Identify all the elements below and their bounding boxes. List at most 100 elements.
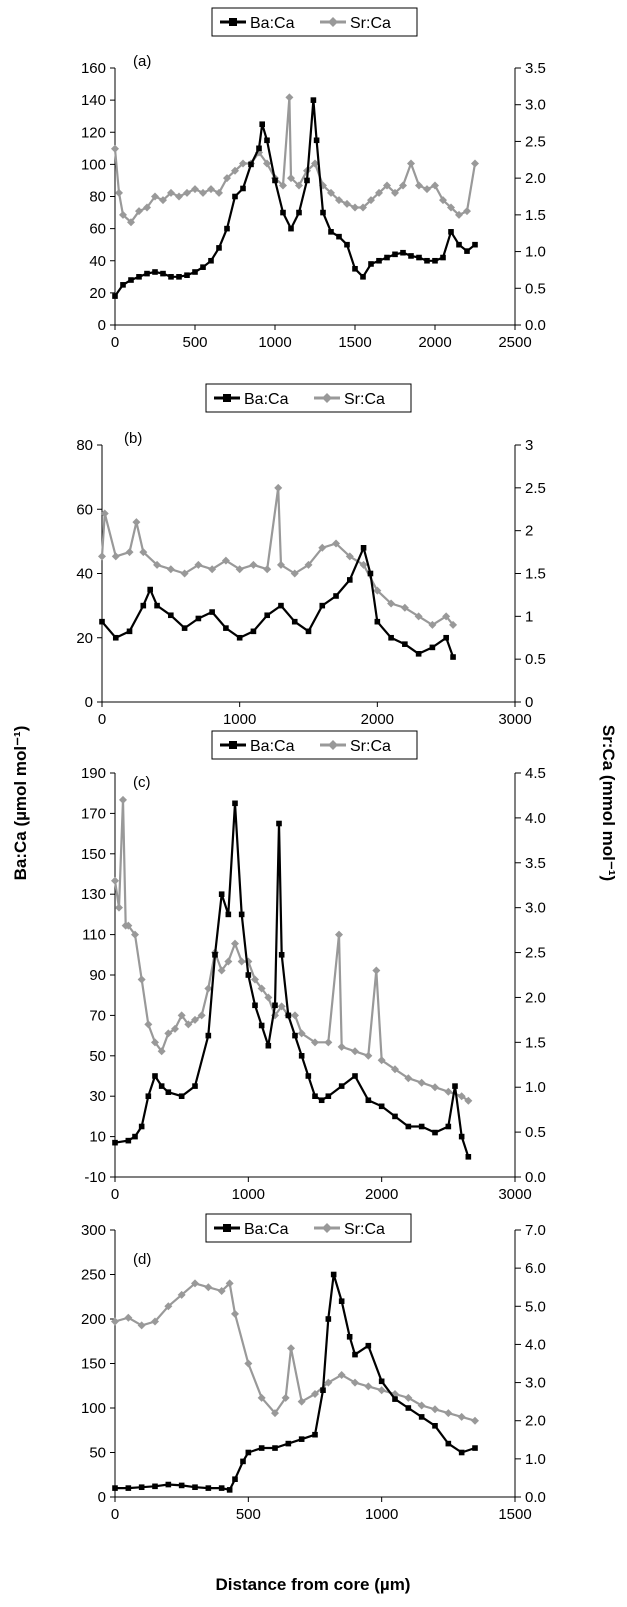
- data-point: [231, 939, 239, 948]
- data-point: [404, 1074, 413, 1083]
- data-point: [250, 628, 257, 635]
- data-point: [132, 1133, 138, 1140]
- y-tick-label-right: 1.5: [525, 566, 546, 583]
- data-point: [232, 1476, 238, 1482]
- data-point: [138, 1123, 145, 1130]
- data-point: [337, 1042, 346, 1051]
- x-tick-label: 3000: [498, 1186, 531, 1203]
- y-tick-label-right: 2.5: [525, 133, 546, 150]
- data-point: [449, 620, 458, 629]
- data-point: [352, 1073, 358, 1079]
- data-point: [264, 137, 270, 144]
- data-point: [111, 876, 119, 885]
- data-point: [249, 560, 258, 569]
- legend: Ba:Ca Sr:Ca: [211, 730, 418, 760]
- data-point: [304, 560, 313, 569]
- data-point: [305, 1073, 312, 1079]
- data-point: [178, 1482, 185, 1489]
- data-point: [297, 1397, 306, 1406]
- y-tick-label-left: 60: [89, 221, 106, 238]
- data-point: [125, 1485, 132, 1491]
- y-tick-label-right: 3.0: [525, 97, 546, 114]
- data-point: [428, 620, 437, 629]
- legend-box: [211, 730, 418, 760]
- y-tick-label-left: 300: [81, 1222, 106, 1239]
- y-tick-label-right: 4.0: [525, 1336, 546, 1353]
- data-point: [232, 193, 238, 200]
- data-point: [287, 174, 295, 183]
- data-point: [272, 1445, 278, 1451]
- y-tick-label-right: 1.5: [525, 1034, 546, 1051]
- data-point: [278, 602, 284, 609]
- data-point: [351, 1047, 359, 1056]
- data-point: [471, 1416, 479, 1425]
- data-point: [151, 1038, 159, 1047]
- y-tick-label-right: 1.5: [525, 207, 546, 224]
- data-point: [98, 552, 106, 561]
- data-point: [373, 586, 382, 595]
- data-point: [327, 188, 335, 197]
- chart-panels: 0 500 1000 1500 2000 250002040608010012014016…: [76, 7, 546, 1523]
- y-tick-label-right: 3.0: [525, 1375, 546, 1392]
- data-point: [375, 188, 383, 197]
- data-point: [418, 1414, 425, 1420]
- data-point: [335, 196, 343, 205]
- series-line: [113, 798, 469, 1102]
- data-point: [231, 166, 239, 175]
- data-point: [277, 1002, 286, 1011]
- data-point: [374, 618, 381, 625]
- data-point: [257, 1393, 266, 1402]
- data-point: [376, 257, 382, 264]
- legend-box: [205, 383, 412, 413]
- y-tick-label-right: 5.0: [525, 1298, 546, 1315]
- data-point: [440, 254, 446, 261]
- data-point: [236, 634, 243, 641]
- data-point: [439, 196, 447, 205]
- data-point: [365, 1097, 372, 1104]
- data-point: [344, 241, 350, 248]
- data-point: [152, 1483, 158, 1490]
- data-point: [388, 634, 394, 641]
- data-point: [276, 560, 285, 569]
- y-tick-label-left: 140: [81, 92, 106, 109]
- data-point: [377, 1386, 386, 1395]
- panel-label: (d): [133, 1251, 151, 1268]
- y-axis-label-left: Ba:Ca (µmol mol⁻¹): [11, 726, 30, 881]
- data-point: [456, 241, 462, 248]
- data-point: [152, 1073, 158, 1079]
- data-point: [378, 1103, 385, 1110]
- data-point: [177, 1290, 186, 1299]
- data-point: [120, 282, 126, 288]
- data-point: [191, 1279, 199, 1288]
- data-point: [181, 625, 188, 631]
- data-point: [143, 203, 151, 212]
- data-point: [265, 1042, 272, 1049]
- data-point: [127, 218, 135, 227]
- data-point: [458, 1133, 465, 1140]
- legend: Ba:Ca Sr:Ca: [211, 7, 418, 37]
- data-point: [139, 548, 148, 557]
- data-point: [111, 552, 120, 561]
- x-tick-label: 3000: [498, 711, 531, 728]
- data-point: [415, 181, 423, 190]
- data-point: [245, 1449, 252, 1456]
- data-point: [226, 1487, 233, 1493]
- data-point: [164, 1029, 173, 1038]
- data-point: [416, 254, 422, 261]
- data-point: [297, 1029, 306, 1038]
- series-ba-ca: [112, 97, 478, 299]
- data-point: [200, 264, 206, 270]
- series-ba-ca: [99, 545, 456, 660]
- data-point: [144, 270, 150, 277]
- data-point: [223, 625, 229, 631]
- y-tick-label-left: 120: [81, 124, 106, 141]
- data-point: [305, 628, 312, 635]
- x-tick-label: 1000: [223, 711, 256, 728]
- y-tick-label-right: 3.0: [525, 900, 546, 917]
- data-point: [205, 1032, 212, 1039]
- data-point: [197, 1011, 206, 1020]
- data-point: [112, 1139, 118, 1146]
- data-point: [312, 1093, 318, 1099]
- data-point: [360, 545, 367, 551]
- y-tick-label-left: 100: [81, 1400, 106, 1417]
